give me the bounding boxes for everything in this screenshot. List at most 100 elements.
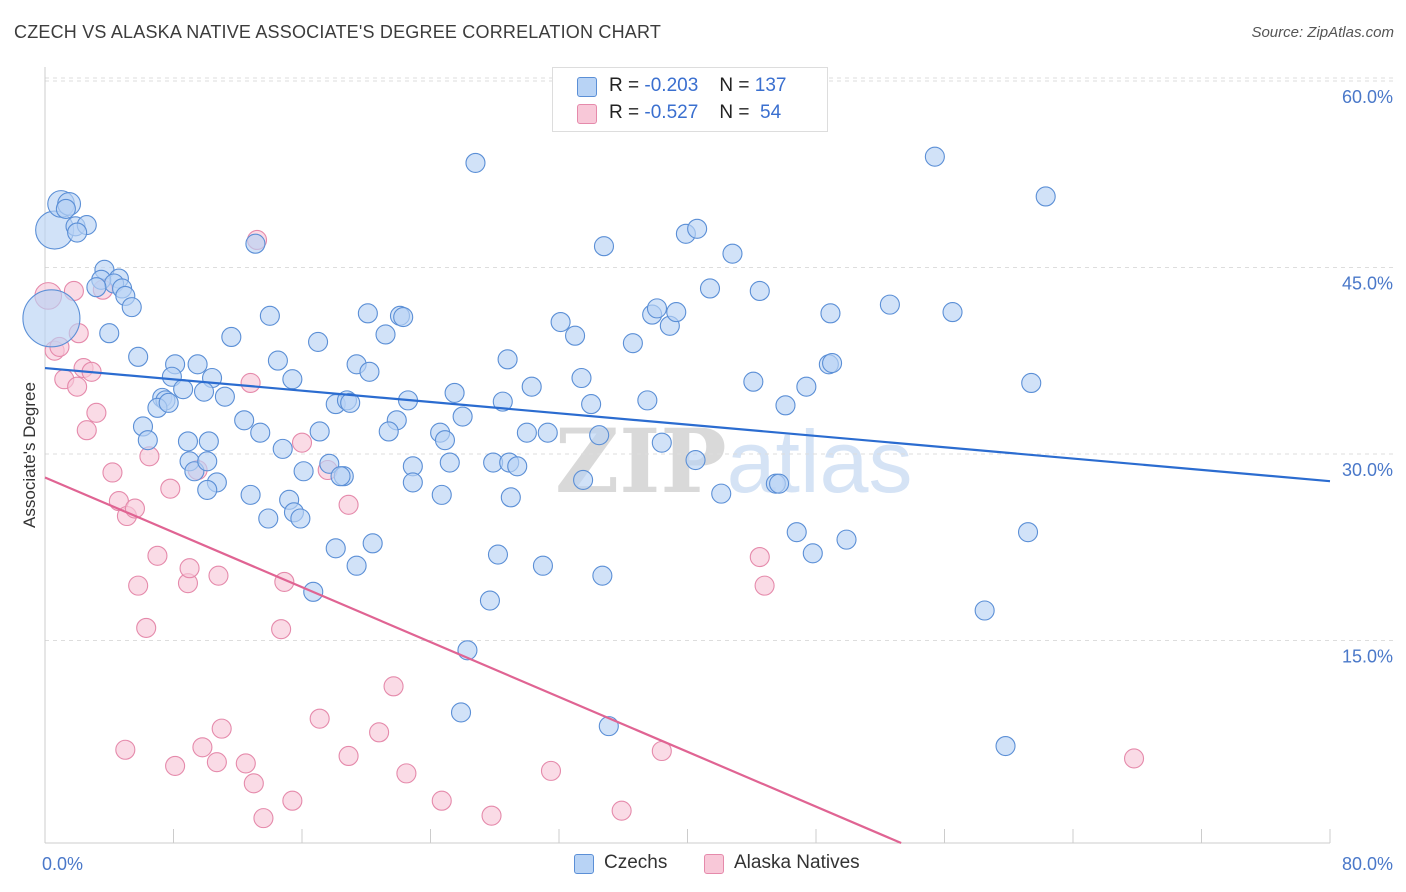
- czech-point: [769, 473, 790, 494]
- czech-point: [651, 432, 672, 453]
- czech-point: [995, 735, 1016, 757]
- czech-r-label: R =: [609, 75, 640, 96]
- czech-n-label: N =: [719, 75, 750, 96]
- czech-point: [592, 565, 613, 586]
- alaska-swatch: [577, 104, 597, 124]
- alaska-point: [147, 545, 168, 566]
- y-tick-label: 60.0%: [1342, 87, 1393, 107]
- grid-lines: [45, 77, 1395, 641]
- czech-point: [22, 289, 81, 348]
- y-axis-label: Associate's Degree: [20, 382, 39, 528]
- alaska-point: [102, 462, 123, 483]
- czech-point: [532, 555, 553, 576]
- czech-point: [974, 600, 995, 621]
- czech-point: [86, 277, 107, 298]
- czech-point: [161, 366, 182, 387]
- czech-point: [822, 353, 843, 374]
- czech-point: [346, 555, 367, 576]
- alaska-point: [165, 755, 186, 776]
- czech-point: [749, 280, 770, 302]
- czech-point: [1035, 186, 1056, 207]
- alaska-r-value: -0.527: [644, 102, 699, 123]
- czech-point: [378, 421, 399, 442]
- alaska-n-label: N =: [719, 102, 750, 123]
- czech-points: [22, 146, 1056, 757]
- czech-point: [193, 381, 215, 402]
- czech-point: [1021, 372, 1042, 394]
- czech-point: [402, 472, 423, 493]
- czech-point: [492, 391, 513, 412]
- czech-point: [325, 538, 346, 559]
- x-tick-label-max: 80.0%: [1342, 854, 1393, 874]
- czech-point: [393, 307, 414, 328]
- czech-point: [820, 303, 841, 324]
- alaska-point: [211, 718, 232, 739]
- czech-point: [802, 543, 823, 564]
- czech-point: [942, 302, 963, 323]
- czech-point: [187, 354, 208, 375]
- czech-point: [500, 487, 521, 508]
- x-tick-label-min: 0.0%: [42, 854, 83, 874]
- alaska-point: [1123, 748, 1145, 769]
- czech-point: [234, 410, 255, 431]
- alaska-point: [115, 739, 136, 760]
- alaska-r-label: R =: [609, 102, 640, 123]
- trend-lines: [44, 366, 1331, 845]
- czech-point: [267, 350, 288, 371]
- czech-point: [99, 323, 120, 344]
- czech-swatch: [577, 77, 597, 97]
- alaska-point: [309, 708, 330, 729]
- czech-point: [487, 544, 509, 565]
- alaska-point: [540, 760, 562, 781]
- czech-point: [465, 152, 486, 173]
- czech-point: [637, 390, 658, 411]
- czech-point: [214, 386, 235, 407]
- czech-point: [646, 298, 668, 319]
- czech-point: [362, 533, 383, 554]
- czech-trend-line: [44, 366, 1331, 483]
- alaska-point: [431, 790, 452, 811]
- alaska-point: [611, 800, 632, 821]
- y-tick-label: 30.0%: [1342, 460, 1393, 480]
- alaska-point: [208, 565, 229, 586]
- czech-point: [158, 392, 179, 413]
- alaska-legend-swatch: [704, 854, 724, 874]
- czech-point: [507, 456, 528, 477]
- czech-point: [622, 333, 643, 354]
- czech-point: [330, 466, 351, 487]
- czech-point: [516, 422, 537, 443]
- alaska-point: [67, 376, 88, 397]
- czech-point: [593, 236, 615, 257]
- czech-point: [290, 508, 311, 529]
- czech-point: [685, 450, 706, 471]
- alaska-point: [206, 752, 227, 773]
- alaska-point: [160, 478, 181, 499]
- alaska-point: [338, 745, 359, 767]
- czech-point: [537, 422, 558, 443]
- czech-point: [879, 294, 900, 315]
- czech-legend-label: Czechs: [604, 852, 668, 873]
- alaska-point: [240, 372, 261, 394]
- alaska-point: [136, 617, 157, 638]
- czech-point: [666, 302, 687, 323]
- alaska-point: [369, 722, 390, 743]
- alaska-point: [338, 494, 359, 515]
- czech-point: [259, 305, 280, 326]
- czech-point: [357, 303, 378, 324]
- alaska-point: [291, 432, 313, 453]
- czech-r-value: -0.203: [644, 75, 699, 96]
- czech-point: [137, 430, 158, 451]
- czech-point: [598, 716, 619, 737]
- czech-point: [722, 243, 743, 264]
- czech-point: [272, 438, 293, 459]
- czech-point: [450, 702, 472, 723]
- czech-point: [308, 331, 329, 352]
- alaska-point: [76, 420, 97, 441]
- alaska-point: [282, 790, 303, 811]
- czech-point: [67, 222, 88, 243]
- alaska-point: [383, 676, 404, 697]
- watermark: ZIPatlas: [555, 409, 912, 513]
- czech-point: [173, 379, 194, 400]
- czech-point: [550, 311, 571, 333]
